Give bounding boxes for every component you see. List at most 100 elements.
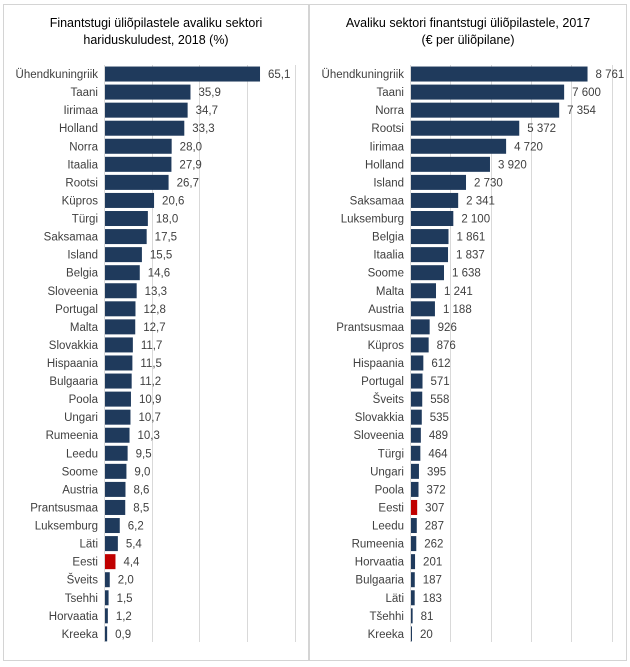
right-category-label: Bulgaaria <box>355 575 404 587</box>
left-category-label: Eesti <box>72 557 98 569</box>
left-bar-25 <box>105 518 120 534</box>
right-bar-29 <box>411 590 415 606</box>
right-bar-16 <box>411 355 424 371</box>
left-category-label: Rootsi <box>65 177 98 189</box>
right-bar-31 <box>411 626 412 642</box>
left-bar-20 <box>105 427 130 443</box>
left-bar-12 <box>105 283 137 299</box>
right-value-label: 5 372 <box>527 123 556 135</box>
right-category-label: Küpros <box>368 340 405 352</box>
right-category-label: Malta <box>376 286 405 298</box>
left-category-label: Poola <box>69 394 99 406</box>
right-category-label: Ungari <box>370 466 404 478</box>
left-bar-3 <box>105 120 185 136</box>
left-bar-18 <box>105 391 131 407</box>
right-value-label: 2 100 <box>461 214 490 226</box>
right-value-label: 1 188 <box>443 304 472 316</box>
right-value-label: 372 <box>426 484 445 496</box>
left-value-label: 9,0 <box>134 466 150 478</box>
left-bar-17 <box>105 373 132 389</box>
left-bar-6 <box>105 174 169 190</box>
left-bar-16 <box>105 355 133 371</box>
left-category-label: Rumeenia <box>46 430 99 442</box>
left-category-label: Holland <box>59 123 98 135</box>
left-bar-2 <box>105 102 188 118</box>
left-value-label: 15,5 <box>150 250 172 262</box>
right-value-label: 571 <box>431 376 450 388</box>
chart-panel-right: Avaliku sektori finantstugi üliõpilastel… <box>309 4 627 661</box>
left-category-label: Horvaatia <box>49 611 99 623</box>
right-category-label: Horvaatia <box>355 557 405 569</box>
left-bar-19 <box>105 409 131 425</box>
right-value-label: 1 861 <box>456 232 485 244</box>
right-bar-0 <box>411 66 588 82</box>
right-category-label: Leedu <box>372 521 404 533</box>
left-bar-11 <box>105 265 140 281</box>
left-value-label: 10,9 <box>139 394 161 406</box>
right-bar-2 <box>411 102 560 118</box>
chart-title-left-line1: Finantstugi üliõpilastele avaliku sektor… <box>49 16 263 30</box>
left-category-label: Itaalia <box>67 159 98 171</box>
left-category-label: Tsehhi <box>65 593 98 605</box>
left-bar-8 <box>105 211 148 227</box>
right-bar-21 <box>411 445 421 461</box>
right-bar-13 <box>411 301 435 317</box>
chart-panel-left: Finantstugi üliõpilastele avaliku sektor… <box>3 4 309 661</box>
left-bar-27 <box>105 554 116 570</box>
right-value-label: 1 241 <box>444 286 473 298</box>
right-bar-1 <box>411 84 565 100</box>
right-value-label: 183 <box>423 593 442 605</box>
right-bar-8 <box>411 211 454 227</box>
right-bar-30 <box>411 608 413 624</box>
left-bar-13 <box>105 301 136 317</box>
left-value-label: 28,0 <box>180 141 202 153</box>
right-category-label: Portugal <box>361 376 404 388</box>
right-bar-10 <box>411 247 449 263</box>
right-value-label: 81 <box>421 611 434 623</box>
left-category-label: Slovakkia <box>49 340 99 352</box>
right-bar-3 <box>411 120 520 136</box>
right-category-label: Eesti <box>378 502 404 514</box>
right-bar-24 <box>411 499 418 515</box>
left-value-label: 10,3 <box>138 430 160 442</box>
right-category-label: Ühendkuningriik <box>322 69 405 81</box>
left-bar-0 <box>105 66 261 82</box>
left-category-label: Portugal <box>55 304 98 316</box>
left-value-label: 9,5 <box>136 448 152 460</box>
right-category-label: Soome <box>368 268 404 280</box>
right-category-label: Itaalia <box>373 250 404 262</box>
right-category-label: Tšehhi <box>369 611 404 623</box>
right-bar-22 <box>411 463 419 479</box>
bar-chart-left: Ühendkuningriik 65,1 Taani 35,9 Iirimaa 34,7 H… <box>16 65 296 642</box>
left-bar-15 <box>105 337 133 353</box>
left-bar-22 <box>105 463 127 479</box>
right-value-label: 535 <box>430 412 449 424</box>
left-value-label: 10,7 <box>138 412 160 424</box>
left-category-label: Soome <box>62 466 98 478</box>
left-category-label: Bulgaaria <box>49 376 98 388</box>
right-value-label: 4 720 <box>514 141 543 153</box>
right-category-label: Sloveenia <box>353 430 404 442</box>
right-value-label: 2 730 <box>474 177 503 189</box>
right-category-label: Holland <box>365 159 404 171</box>
right-value-label: 464 <box>428 448 448 460</box>
right-value-label: 558 <box>430 394 449 406</box>
left-value-label: 5,4 <box>126 539 143 551</box>
left-bar-26 <box>105 536 118 552</box>
left-category-label: Iirimaa <box>63 105 98 117</box>
right-category-label: Slovakkia <box>355 412 405 424</box>
right-bar-7 <box>411 192 459 208</box>
right-category-label: Island <box>373 177 404 189</box>
right-value-label: 201 <box>423 557 442 569</box>
right-bar-15 <box>411 337 429 353</box>
chart-title-left: Finantstugi üliõpilastele avaliku sektor… <box>4 15 308 49</box>
right-value-label: 1 837 <box>456 250 485 262</box>
left-value-label: 1,5 <box>117 593 133 605</box>
right-bar-5 <box>411 156 490 172</box>
right-bar-18 <box>411 391 423 407</box>
right-value-label: 262 <box>424 539 443 551</box>
left-category-label: Ühendkuningriik <box>16 69 99 81</box>
right-category-label: Kreeka <box>368 629 405 641</box>
left-category-label: Türgi <box>72 214 98 226</box>
left-bar-7 <box>105 192 155 208</box>
